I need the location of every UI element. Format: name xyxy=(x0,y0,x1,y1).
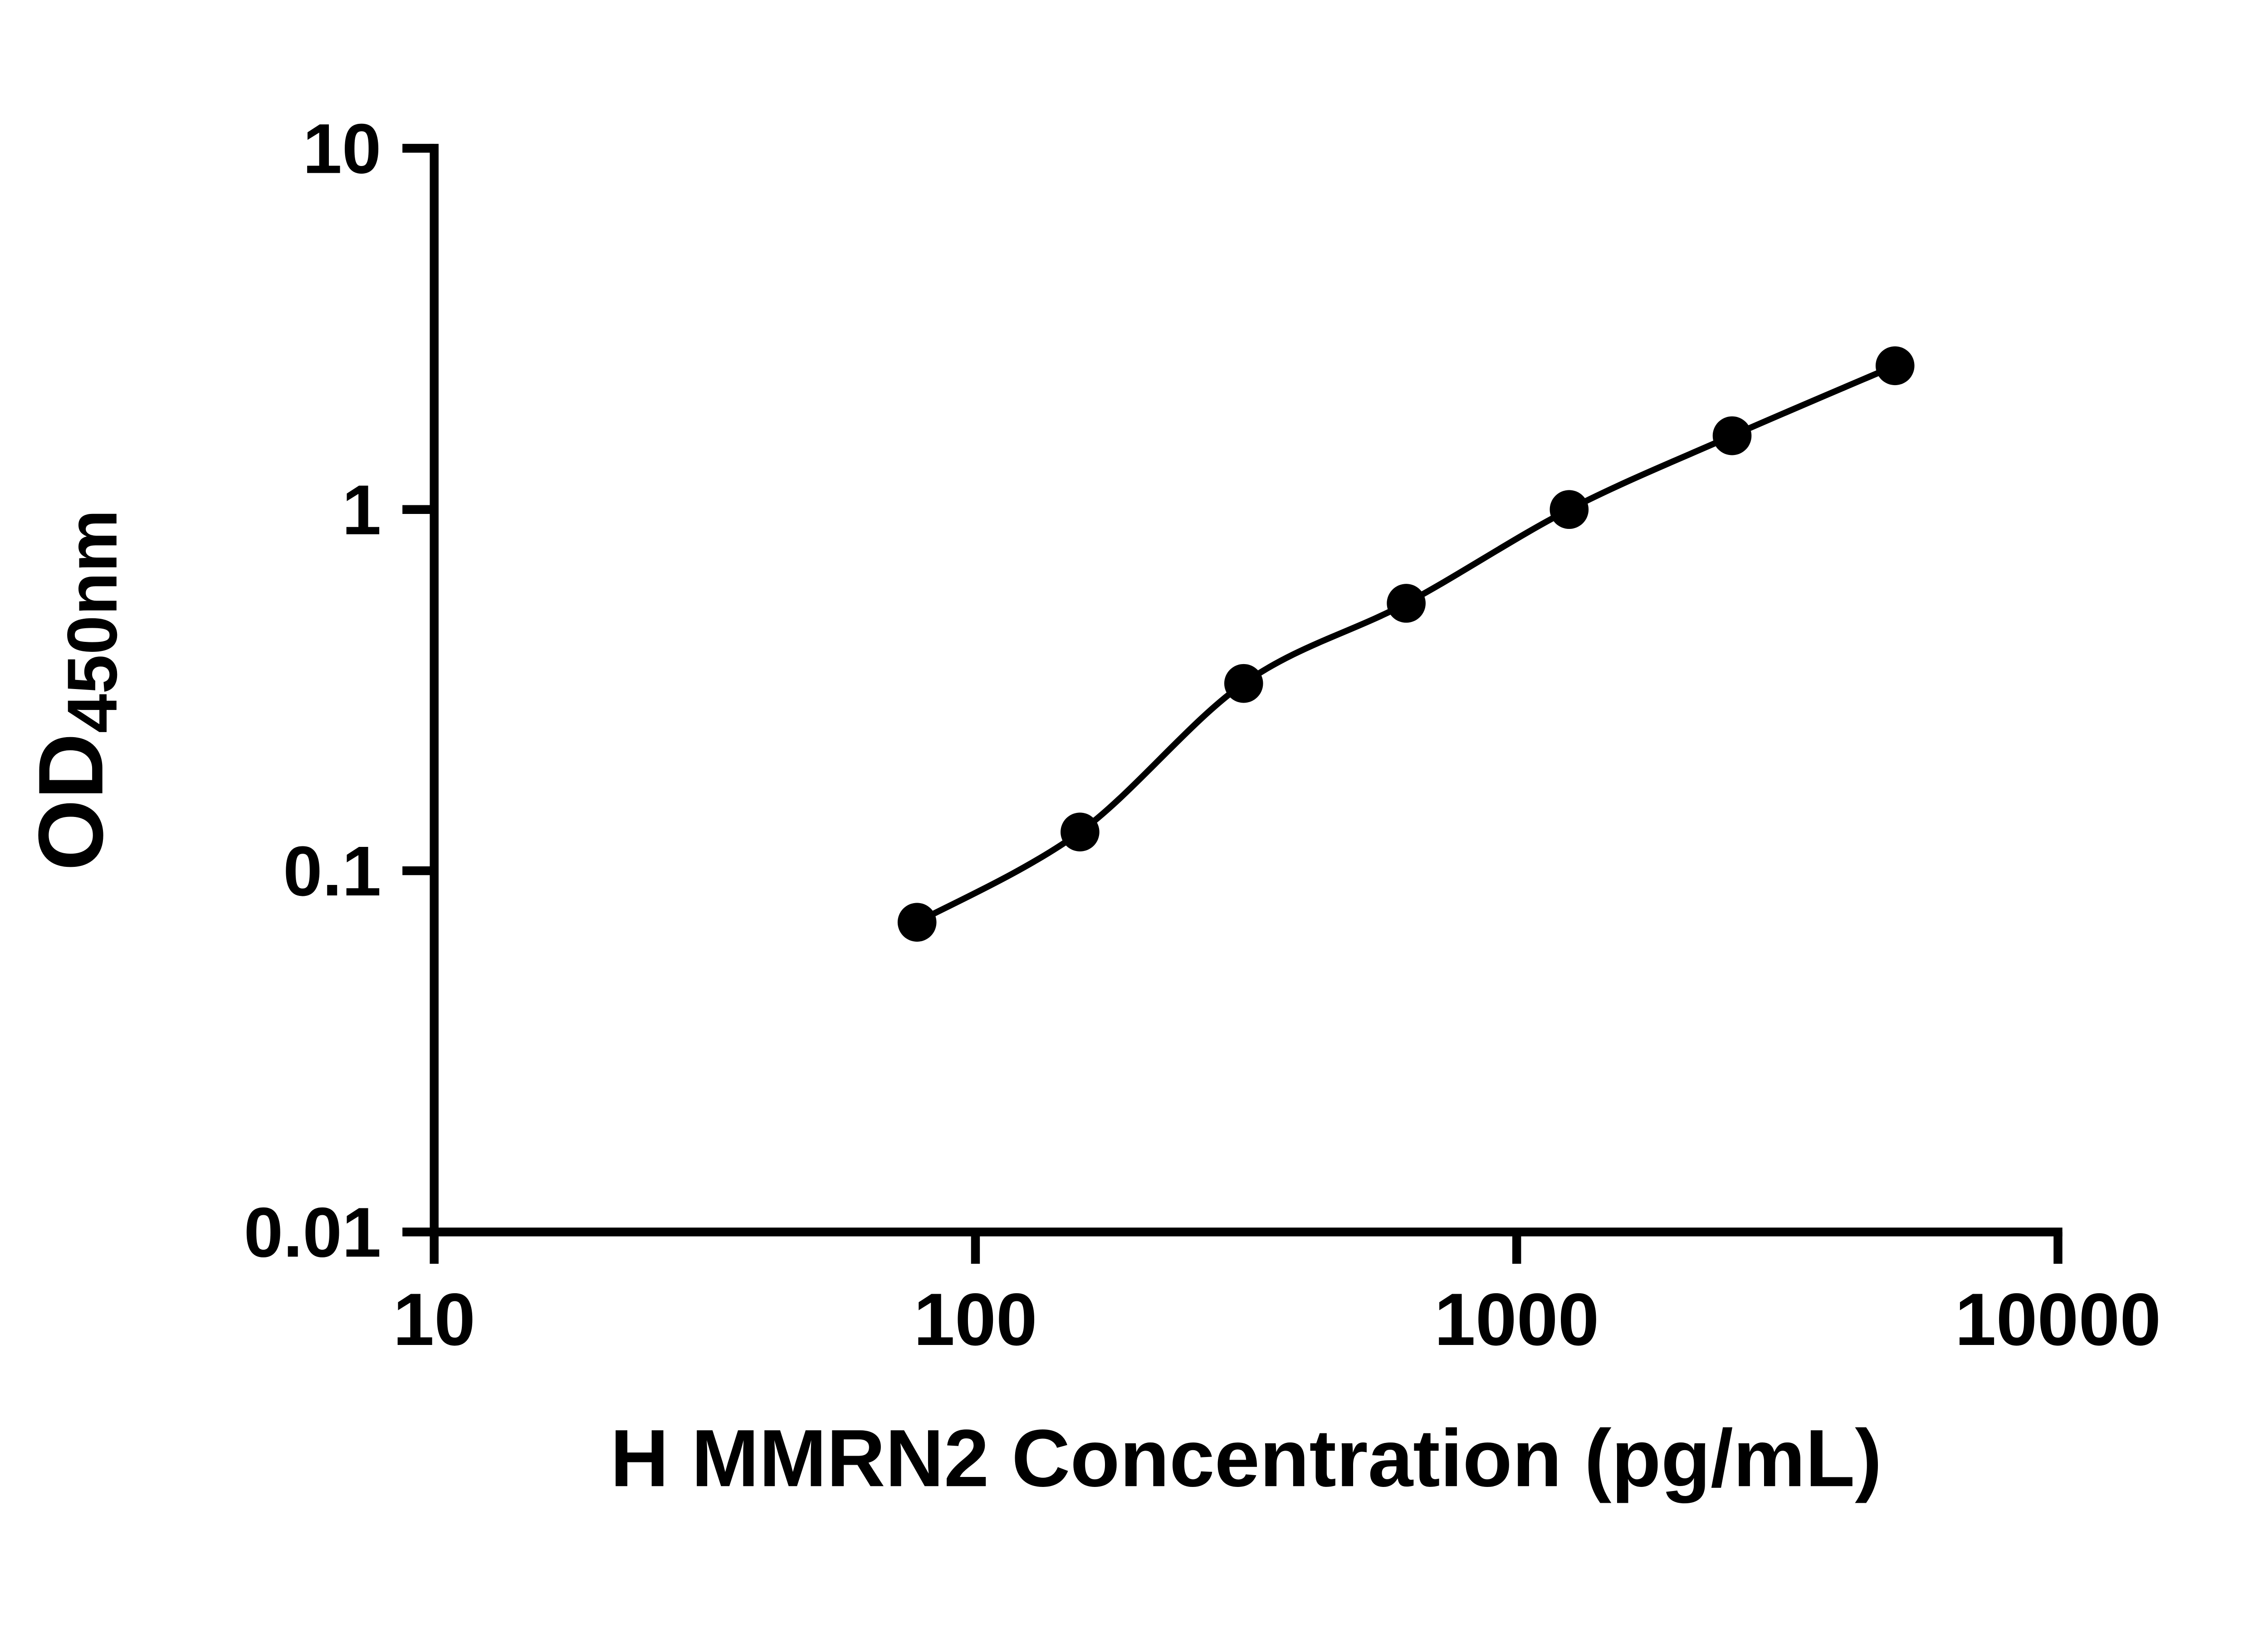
y-axis-title: OD450nm xyxy=(20,509,132,871)
y-tick-label: 10 xyxy=(303,109,381,188)
data-point-marker xyxy=(897,903,937,942)
y-axis-title-subscript: 450nm xyxy=(53,509,132,733)
data-point-marker xyxy=(1387,584,1426,623)
data-point-marker xyxy=(1712,416,1752,455)
x-tick-label: 1000 xyxy=(1434,1278,1599,1361)
y-tick-label: 1 xyxy=(342,470,381,549)
data-point-marker xyxy=(1224,664,1263,703)
axis-lines xyxy=(430,144,2063,1237)
data-point-marker xyxy=(1875,346,1915,386)
x-axis-title: H MMRN2 Concentration (pg/mL) xyxy=(610,1413,1882,1503)
data-point-marker xyxy=(1549,490,1589,529)
x-tick-label: 10000 xyxy=(1955,1278,2161,1361)
x-tick-label: 10 xyxy=(393,1278,475,1361)
elisa-standard-curve-figure: 10 1 0.1 0.01 10 100 1000 10000 H MMRN2 Concent… xyxy=(19,109,2161,1504)
y-tick-label: 0.01 xyxy=(244,1193,381,1271)
y-axis-title-main: OD xyxy=(20,733,122,871)
data-point-marker xyxy=(1061,812,1100,852)
y-tick-label: 0.1 xyxy=(283,831,381,910)
x-tick-label: 100 xyxy=(914,1278,1037,1361)
